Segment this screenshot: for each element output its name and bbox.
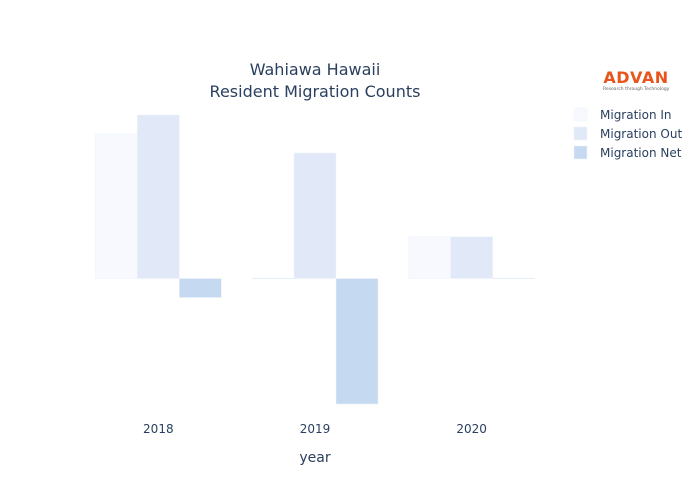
bar-migration-out-2019 (293, 152, 337, 279)
bar-migration-net-2018 (179, 278, 222, 298)
logo-tagline: Research through Technology (603, 86, 670, 92)
bar-migration-in-2020 (408, 236, 451, 279)
plot-bars (95, 114, 493, 405)
legend-swatch (573, 107, 588, 122)
legend-label: Migration Net (600, 146, 682, 160)
bar-migration-net-2019 (335, 278, 379, 405)
bar-migration-out-2020 (450, 236, 493, 279)
advan-logo: ADVAN Research through Technology (603, 68, 670, 92)
logo-name: ADVAN (603, 68, 668, 87)
legend-label: Migration In (600, 108, 672, 122)
legend: Migration In Migration Out Migration Net (573, 107, 682, 160)
chart-title-line-2: Resident Migration Counts (210, 82, 421, 101)
bar-migration-out-2018 (137, 114, 180, 279)
legend-label: Migration Out (600, 127, 682, 141)
x-tick-2018: 2018 (143, 422, 174, 436)
x-tick-labels: 2018 2019 2020 (143, 422, 487, 436)
x-axis-title: year (299, 450, 330, 466)
bar-migration-in-2018 (95, 133, 138, 279)
x-tick-2019: 2019 (300, 422, 331, 436)
x-tick-2020: 2020 (456, 422, 487, 436)
legend-item-migration-out[interactable]: Migration Out (573, 126, 682, 141)
legend-item-migration-net[interactable]: Migration Net (573, 145, 682, 160)
legend-item-migration-in[interactable]: Migration In (573, 107, 672, 122)
chart-title-line-1: Wahiawa Hawaii (250, 60, 381, 79)
legend-swatch (573, 126, 588, 141)
legend-swatch (573, 145, 588, 160)
